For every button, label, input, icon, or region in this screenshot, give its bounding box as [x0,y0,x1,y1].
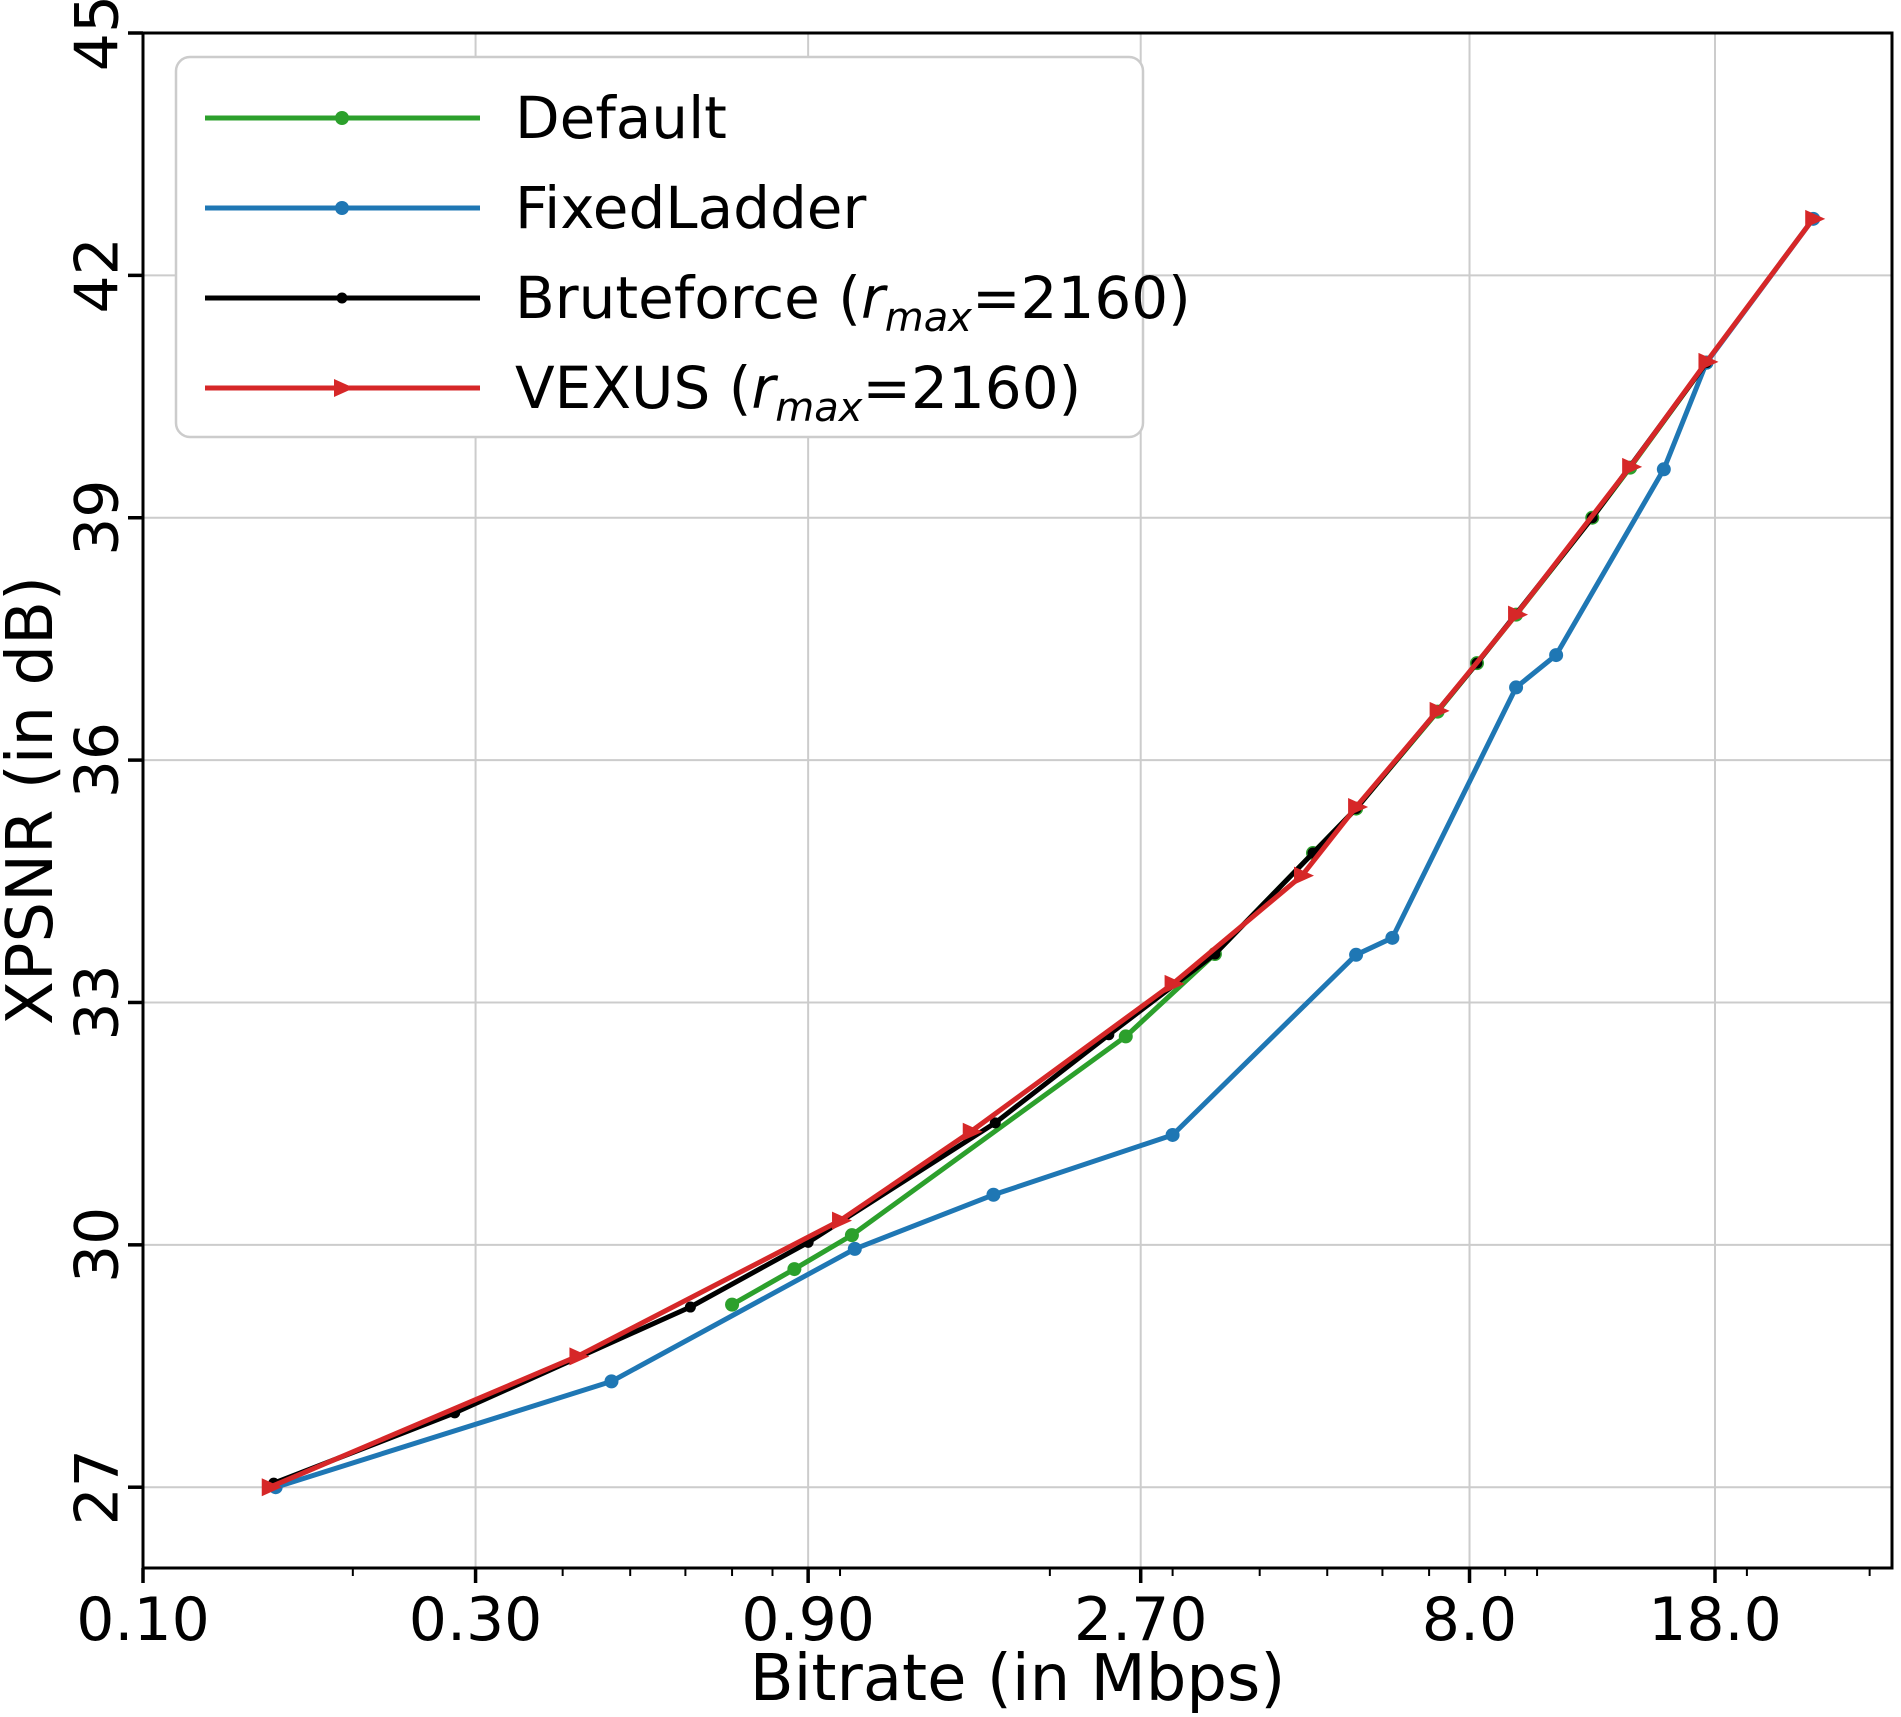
data-point-marker [1164,974,1185,993]
data-point-marker [1549,648,1564,663]
data-point-marker [1385,930,1400,945]
data-point-marker [1698,352,1719,371]
data-point-marker [847,1241,862,1256]
data-point-marker [1429,701,1450,720]
y-axis-label: XPSNR (in dB) [0,576,68,1025]
series-vexus-r-max [261,209,1826,1497]
legend-sample-marker [335,201,349,215]
y-tick-label: 42 [63,237,133,313]
y-tick-label: 36 [63,722,133,798]
legend-sample-marker [334,379,354,397]
x-tick-label: 2.70 [1074,1585,1208,1655]
y-tick-label: 39 [63,480,133,556]
data-point-marker [832,1211,853,1230]
data-point-marker [989,1117,1001,1129]
plot-frame [141,31,1894,1570]
data-point-marker [1509,680,1524,695]
series-line [273,216,1816,1490]
y-tick-label: 27 [63,1449,133,1525]
legend-sample-marker [335,111,349,125]
legend-label: FixedLadder [515,174,866,242]
legend: Default FixedLadder Bruteforce (rmax=2160)… [174,55,1191,439]
x-tick-label: 8.0 [1422,1585,1517,1655]
y-tick-label: 30 [63,1207,133,1283]
legend-label: VEXUS (rmax=2160) [515,354,1081,431]
series-line [267,216,1816,1490]
legend-box [174,55,1145,439]
data-point-marker [844,1228,859,1243]
data-point-marker [1165,1127,1180,1142]
data-point-marker [1348,797,1369,816]
x-tick-label: 0.30 [409,1585,543,1655]
y-tick-label: 33 [63,964,133,1040]
data-point-marker [261,1478,282,1497]
y-tick-label: 45 [63,0,133,71]
x-axis-label: Bitrate (in Mbps) [750,1642,1286,1713]
legend-item-bruteforce-r-max: Bruteforce (rmax=2160) [205,264,1191,341]
legend-item-default: Default [205,84,727,152]
data-point-marker [986,1187,1001,1202]
data-point-marker [1349,947,1364,962]
data-point-marker [569,1347,590,1366]
data-point-marker [1118,1029,1133,1044]
data-point-marker [787,1262,802,1277]
data-point-marker [1622,457,1643,476]
axes-ticks: 0.10 0.30 0.90 2.70 8.0 18.0 27 30 33 36 39 42 45 [63,0,1871,1655]
legend-label: Default [515,84,727,152]
data-point-marker [1508,605,1529,624]
legend-item-fixedladder: FixedLadder [205,174,866,242]
data-point-marker [1805,209,1826,228]
data-point-marker [1293,866,1314,885]
x-tick-label: 18.0 [1648,1585,1782,1655]
x-tick-label: 0.90 [741,1585,875,1655]
x-tick-label: 0.10 [76,1585,210,1655]
data-point-marker [962,1122,983,1141]
legend-label: Bruteforce (rmax=2160) [515,264,1191,341]
data-point-marker [684,1301,696,1313]
legend-sample-marker [336,292,348,304]
data-point-marker [725,1297,740,1312]
legend-item-vexus-r-max: VEXUS (rmax=2160) [205,354,1081,431]
data-point-marker [604,1374,619,1389]
data-point-marker [1656,462,1671,477]
